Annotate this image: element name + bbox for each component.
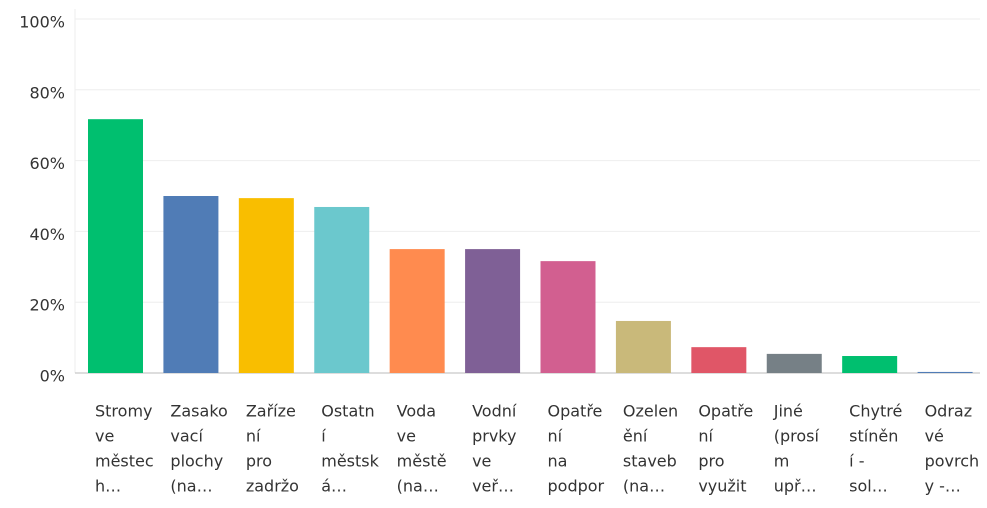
- x-tick-label: využit: [698, 477, 746, 496]
- x-tick-label: podpor: [548, 477, 605, 496]
- y-tick-label: 100%: [19, 13, 65, 32]
- x-tick-label: zadržo: [246, 477, 299, 496]
- x-tick-label: ve: [95, 427, 114, 446]
- x-tick-label: ní: [698, 427, 713, 446]
- x-tick-label: Stromy: [95, 402, 153, 421]
- x-tick-label: pro: [246, 452, 272, 471]
- bar: [917, 371, 973, 373]
- x-tick-label: stíněn: [849, 427, 898, 446]
- x-tick-label: ve: [472, 452, 491, 471]
- x-tick-label: sol…: [849, 477, 888, 496]
- x-tick-label: vací: [170, 427, 203, 446]
- x-tick-label: Odraz: [925, 402, 973, 421]
- bar: [842, 356, 898, 373]
- x-tick-label: vé: [925, 427, 944, 446]
- x-tick-label: Ozelen: [623, 402, 678, 421]
- bar: [465, 249, 521, 373]
- x-tick-label: městsk: [321, 452, 379, 471]
- x-tick-label: ění: [623, 427, 648, 446]
- x-tick-label: upř…: [774, 477, 817, 496]
- x-tick-label: staveb: [623, 452, 677, 471]
- x-tick-label: Opatře: [698, 402, 753, 421]
- y-tick-label: 80%: [29, 83, 65, 102]
- y-tick-label: 60%: [29, 154, 65, 173]
- x-tick-label: m: [774, 452, 790, 471]
- x-tick-label: í -: [849, 452, 864, 471]
- x-tick-label: na: [548, 452, 568, 471]
- x-tick-label: h…: [95, 477, 121, 496]
- x-tick-label: Ostatn: [321, 402, 374, 421]
- x-tick-label: Zaříze: [246, 402, 296, 421]
- x-tick-label: povrch: [925, 452, 980, 471]
- x-tick-label: y -…: [925, 477, 961, 496]
- bar: [314, 206, 370, 373]
- bar: [88, 119, 143, 373]
- y-tick-label: 40%: [29, 225, 65, 244]
- bar: [163, 196, 219, 373]
- x-tick-label: prvky: [472, 427, 516, 446]
- x-tick-label: městě: [397, 452, 447, 471]
- x-tick-label: Chytré: [849, 402, 902, 421]
- bar: [389, 249, 445, 373]
- bar: [540, 261, 596, 373]
- x-tick-label: pro: [698, 452, 724, 471]
- x-tick-label: Jiné: [773, 402, 803, 421]
- x-tick-label: (na…: [397, 477, 439, 496]
- x-tick-label: á…: [321, 477, 347, 496]
- x-tick-label: městec: [95, 452, 154, 471]
- x-tick-label: ní: [548, 427, 563, 446]
- x-tick-label: veř…: [472, 477, 514, 496]
- bar: [238, 198, 294, 373]
- bar: [615, 320, 671, 373]
- x-tick-label: plochy: [170, 452, 223, 471]
- x-tick-label: (na…: [170, 477, 212, 496]
- bar: [691, 347, 747, 373]
- x-tick-label: (prosí: [774, 427, 820, 446]
- x-tick-label: Zasako: [170, 402, 227, 421]
- y-tick-label: 20%: [29, 296, 65, 315]
- bar: [766, 353, 822, 373]
- x-tick-label: (na…: [623, 477, 665, 496]
- x-tick-label: í: [321, 427, 326, 446]
- x-tick-label: Opatře: [548, 402, 603, 421]
- y-tick-label: 0%: [40, 367, 65, 386]
- x-tick-label: Vodní: [472, 402, 517, 421]
- x-tick-label: ve: [397, 427, 416, 446]
- x-tick-label: Voda: [397, 402, 436, 421]
- x-tick-label: ní: [246, 427, 261, 446]
